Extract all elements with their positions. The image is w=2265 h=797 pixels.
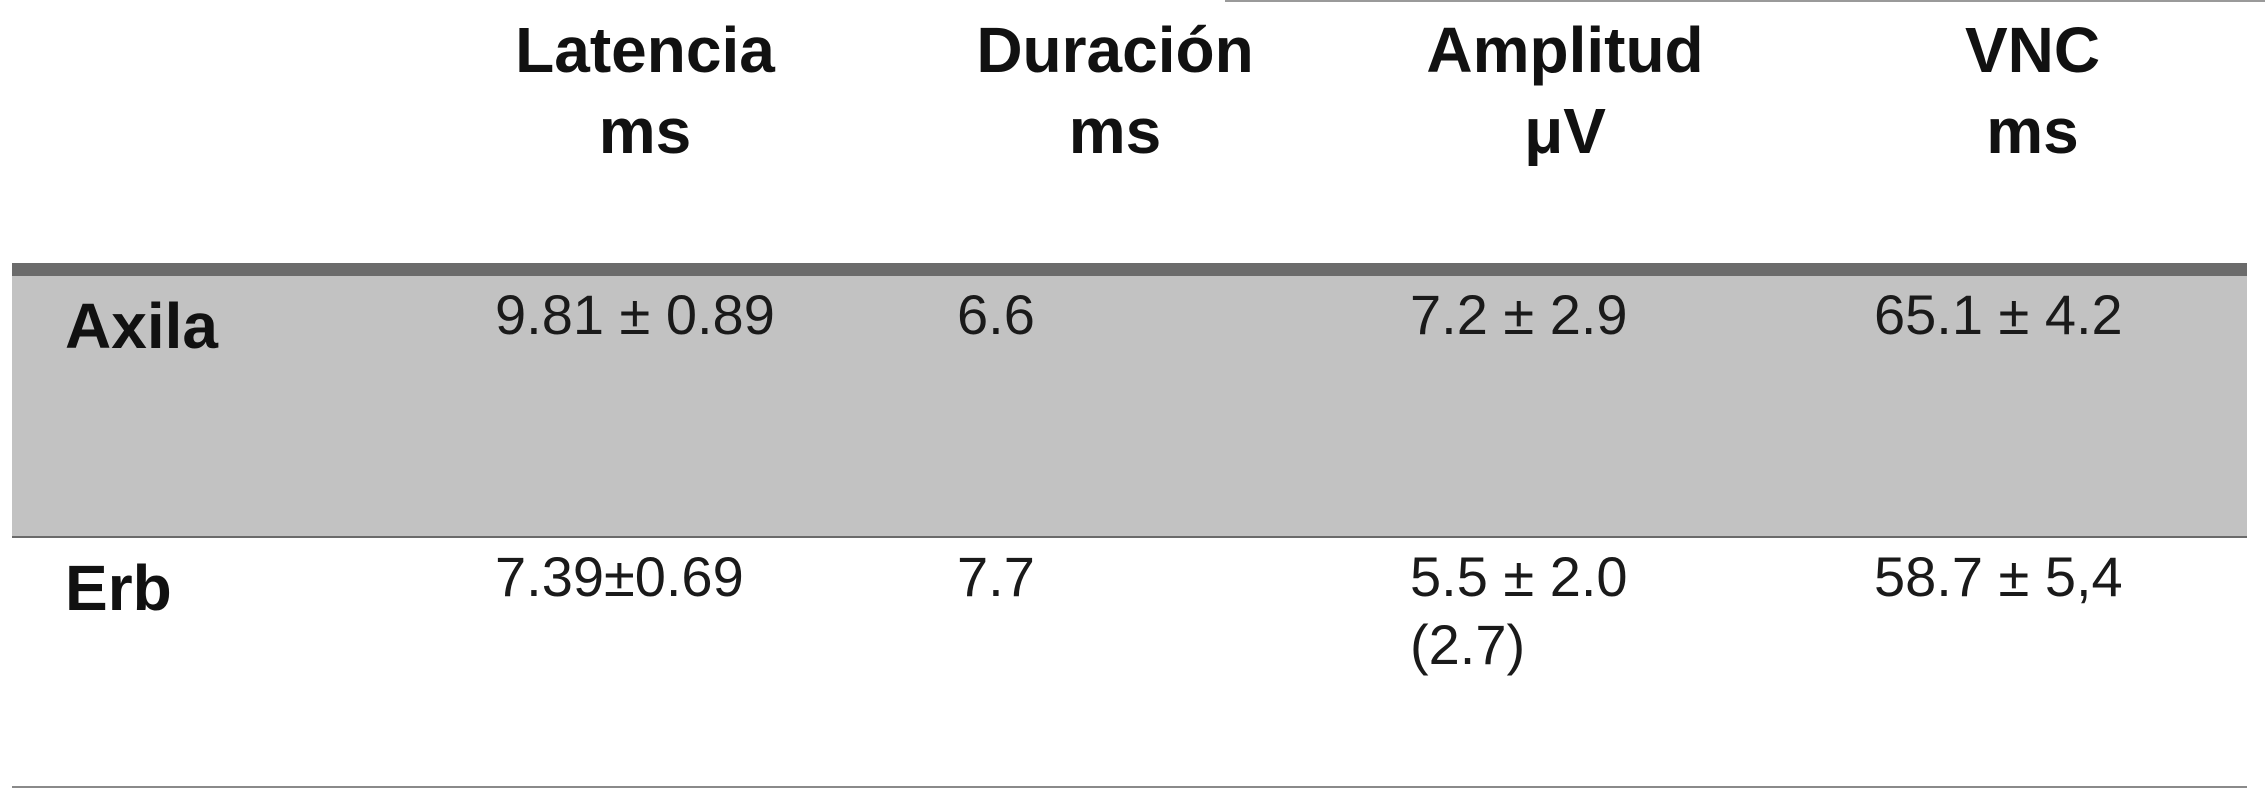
header-latencia-unit: ms: [598, 95, 692, 167]
header-duracion: Duración ms: [950, 10, 1280, 172]
table-row-erb: Erb 7.39±0.69 7.7 5.5 ± 2.0 (2.7) 58.7 ±…: [12, 538, 2247, 788]
header-duracion-title: Duración: [976, 14, 1254, 86]
table-header: Latencia ms Duración ms Amplitud μV VNC …: [0, 0, 2265, 263]
cell-erb-duracion: 7.7: [957, 545, 1035, 608]
top-rule: [1225, 0, 2265, 2]
row-label-erb: Erb: [65, 552, 172, 624]
cell-erb-amplitud-value: 5.5 ± 2.0: [1410, 545, 1628, 608]
cell-erb-amplitud-extra: (2.7): [1410, 613, 1526, 676]
header-amplitud-unit: μV: [1524, 95, 1606, 167]
cell-axila-vnc: 65.1 ± 4.2: [1874, 283, 2123, 346]
cell-axila-amplitud: 7.2 ± 2.9: [1410, 281, 1628, 349]
cell-axila-duracion: 6.6: [957, 283, 1035, 346]
table-row-axila: Axila 9.81 ± 0.89 6.6 7.2 ± 2.9 65.1 ± 4…: [12, 276, 2247, 538]
cell-erb-vnc: 58.7 ± 5,4: [1874, 545, 2123, 608]
header-separator-band: [12, 263, 2247, 276]
header-vnc-title: VNC: [1964, 14, 2101, 86]
header-vnc-unit: ms: [1986, 95, 2079, 167]
header-latencia-title: Latencia: [515, 14, 775, 86]
header-amplitud-title: Amplitud: [1426, 14, 1704, 86]
cell-axila-amplitud-value: 7.2 ± 2.9: [1410, 283, 1628, 346]
header-amplitud: Amplitud μV: [1400, 10, 1730, 172]
cell-axila-latencia: 9.81 ± 0.89: [495, 283, 775, 346]
header-latencia: Latencia ms: [490, 10, 800, 172]
cell-erb-latencia: 7.39±0.69: [495, 545, 744, 608]
row-label-axila: Axila: [65, 290, 218, 362]
header-duracion-unit: ms: [1068, 95, 1162, 167]
cell-erb-amplitud: 5.5 ± 2.0 (2.7): [1410, 543, 1628, 679]
header-vnc: VNC ms: [1880, 10, 2185, 172]
